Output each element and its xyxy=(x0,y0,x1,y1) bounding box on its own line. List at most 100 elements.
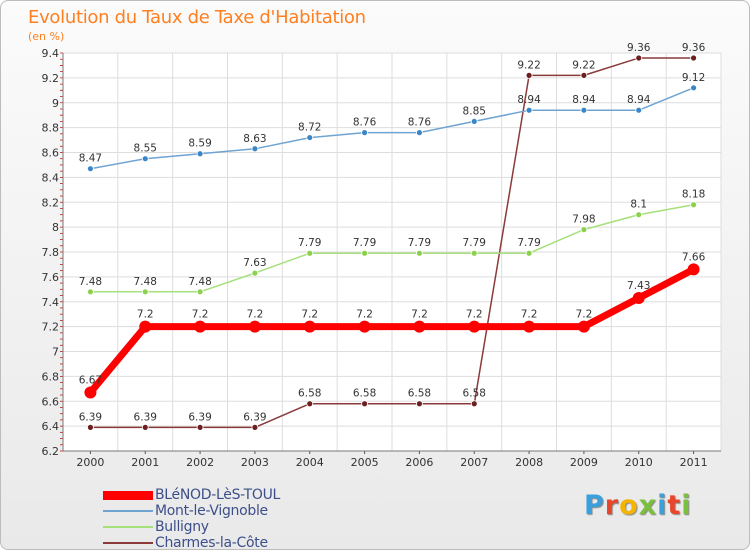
data-point xyxy=(361,129,368,137)
data-point xyxy=(523,320,536,333)
data-label: 8.94 xyxy=(627,94,651,106)
data-point xyxy=(306,134,314,141)
data-point xyxy=(580,71,588,79)
data-point xyxy=(687,263,700,276)
x-tick-label: 2011 xyxy=(680,456,708,469)
data-point xyxy=(690,84,697,92)
x-tick-label: 2003 xyxy=(241,456,269,469)
y-tick-label: 8.6 xyxy=(42,147,60,160)
data-label: 7.79 xyxy=(517,237,540,249)
data-label: 7.79 xyxy=(353,237,376,249)
x-tick-label: 2002 xyxy=(186,456,214,469)
data-point xyxy=(251,423,259,431)
x-tick-label: 2000 xyxy=(76,456,104,469)
logo-letter: P xyxy=(584,490,605,521)
data-point xyxy=(413,320,426,333)
data-point xyxy=(635,211,643,219)
data-point xyxy=(580,226,588,234)
data-label: 7.48 xyxy=(79,276,102,288)
data-label: 7.2 xyxy=(247,309,264,321)
data-label: 8.47 xyxy=(79,153,102,165)
data-label: 6.58 xyxy=(463,388,486,400)
legend-swatch xyxy=(103,490,153,500)
data-label: 7.2 xyxy=(356,309,373,321)
data-point xyxy=(632,292,645,305)
x-tick-label: 2001 xyxy=(131,456,159,469)
y-tick-label: 7 xyxy=(52,346,59,359)
data-label: 8.76 xyxy=(353,117,377,129)
series-line-3 xyxy=(89,57,695,429)
data-point xyxy=(139,320,152,333)
y-tick-label: 8 xyxy=(52,221,59,234)
data-label: 8.76 xyxy=(408,117,432,129)
data-point xyxy=(361,249,368,257)
y-tick-label: 9.4 xyxy=(42,47,60,60)
data-label: 7.63 xyxy=(243,257,266,269)
y-tick-label: 8.8 xyxy=(42,122,60,135)
data-label: 6.39 xyxy=(134,411,157,423)
data-point xyxy=(196,150,204,158)
data-point xyxy=(690,54,697,62)
data-label: 6.58 xyxy=(353,388,376,400)
data-label: 9.36 xyxy=(627,42,651,54)
data-point xyxy=(635,106,643,114)
x-tick-label: 2006 xyxy=(405,456,433,469)
y-tick-label: 9 xyxy=(52,97,59,110)
logo-letter: o xyxy=(619,490,639,521)
x-tick-label: 2010 xyxy=(625,456,653,469)
data-point xyxy=(194,320,207,333)
data-label-layer: 6.39 6.39 6.39 6.39 6.58 6.58 6.58 6.58 9.22 9.22… xyxy=(79,42,706,423)
series-line-1 xyxy=(89,87,695,170)
data-label: 7.66 xyxy=(682,251,706,263)
data-point xyxy=(361,400,368,408)
data-point xyxy=(690,201,697,209)
data-point xyxy=(416,400,423,408)
y-tick-label: 6.8 xyxy=(42,370,60,383)
data-label: 8.59 xyxy=(188,138,211,150)
y-tick-label: 7.4 xyxy=(42,296,60,309)
data-label: 6.58 xyxy=(408,388,431,400)
data-label: 6.39 xyxy=(243,411,266,423)
data-label: 6.67 xyxy=(79,375,102,387)
data-point xyxy=(358,320,371,333)
data-label: 8.55 xyxy=(134,143,157,155)
data-label: 8.94 xyxy=(572,94,596,106)
data-label: 7.43 xyxy=(627,280,650,292)
data-label: 9.12 xyxy=(682,72,705,84)
legend-swatch xyxy=(103,526,153,528)
data-label: 6.39 xyxy=(79,411,102,423)
logo-letter: i xyxy=(657,490,668,521)
data-label: 9.22 xyxy=(517,59,540,71)
logo-letter: t xyxy=(667,490,682,521)
data-point xyxy=(580,106,588,114)
data-label: 7.2 xyxy=(576,309,593,321)
data-point xyxy=(306,249,314,257)
x-tick-label: 2007 xyxy=(460,456,488,469)
data-label: 8.94 xyxy=(517,94,541,106)
x-tick-label: 2005 xyxy=(351,456,379,469)
legend-label: Mont-le-Vignoble xyxy=(155,503,268,519)
data-label: 8.85 xyxy=(463,105,486,117)
data-point xyxy=(251,145,259,153)
data-label: 9.22 xyxy=(572,59,595,71)
data-label: 7.48 xyxy=(188,276,211,288)
data-point xyxy=(525,71,533,79)
data-label: 6.58 xyxy=(298,388,321,400)
y-tick-label: 7.6 xyxy=(42,271,60,284)
data-point xyxy=(141,288,149,296)
data-point xyxy=(196,423,204,431)
data-point xyxy=(303,320,316,333)
data-label: 7.79 xyxy=(298,237,321,249)
data-label: 7.2 xyxy=(301,309,318,321)
legend-label: Charmes-la-Côte xyxy=(155,535,268,550)
data-label: 6.39 xyxy=(188,411,211,423)
data-label: 8.1 xyxy=(630,199,647,211)
data-label: 7.48 xyxy=(134,276,157,288)
series-line-2 xyxy=(89,203,695,293)
data-label: 8.18 xyxy=(682,189,705,201)
data-label: 7.98 xyxy=(572,214,595,226)
data-label: 7.79 xyxy=(463,237,486,249)
chart-title: Evolution du Taux de Taxe d'Habitation xyxy=(28,7,366,28)
data-point xyxy=(196,288,204,296)
data-point xyxy=(141,423,149,431)
